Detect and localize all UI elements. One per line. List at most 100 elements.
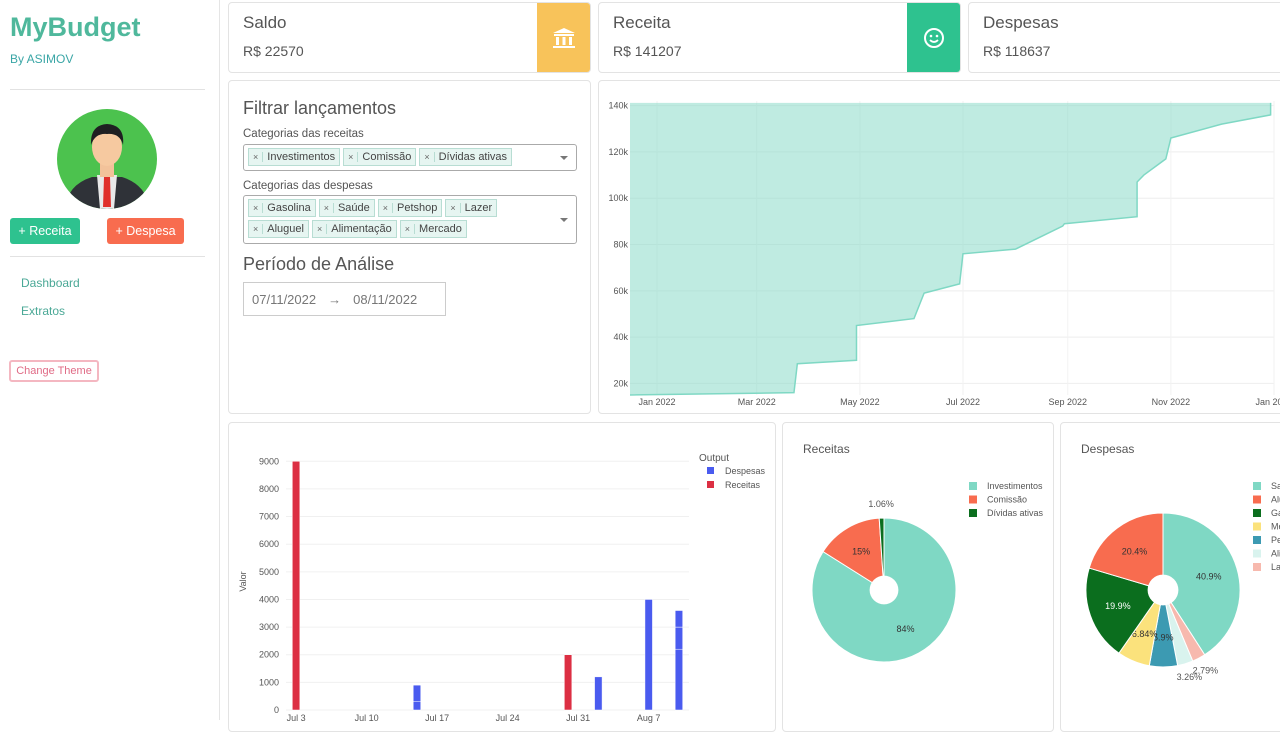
remove-chip-icon[interactable]: × [313, 224, 328, 234]
chip-investimentos: × Investimentos [248, 148, 341, 166]
divider [10, 89, 205, 90]
slice-label: 2.79% [1193, 666, 1219, 676]
filter-title: Filtrar lançamentos [243, 98, 397, 118]
chip-dívidas ativas: × Dívidas ativas [419, 148, 513, 166]
y-tick-label: 3000 [259, 622, 279, 632]
y-tick-label: 20k [613, 378, 628, 388]
chip-petshop: × Petshop [377, 199, 443, 217]
x-tick-label: Jan 2022 [639, 397, 676, 407]
despesas-label: Categorias das despesas [243, 180, 373, 192]
chip-label: Lazer [464, 202, 493, 214]
remove-chip-icon[interactable]: × [249, 224, 264, 234]
y-tick-label: 140k [608, 101, 628, 111]
chip-label: Petshop [397, 202, 438, 214]
y-tick-label: 40k [613, 332, 628, 342]
slice-label: 84% [897, 624, 915, 634]
legend-swatch [1253, 522, 1261, 531]
legend-swatch [707, 467, 714, 474]
x-tick-label: Mar 2022 [738, 397, 776, 407]
bar-despesas [674, 626, 683, 650]
smile-icon [907, 3, 960, 72]
period-title: Período de Análise [243, 254, 395, 274]
slice-label: 6.84% [1132, 629, 1158, 639]
remove-chip-icon[interactable]: × [446, 203, 461, 213]
chip-label: Comissão [362, 151, 412, 163]
despesas-multiselect[interactable]: × Gasolina × Saúde × Petshop × Lazer × Aluguel × Al… [243, 195, 577, 244]
remove-chip-icon[interactable]: × [420, 152, 435, 162]
legend-swatch [1253, 482, 1261, 490]
legend-label: Petshop [1271, 535, 1280, 545]
chevron-down-icon[interactable] [560, 217, 568, 222]
slice-label: 19.9% [1105, 601, 1131, 611]
legend-swatch [1253, 495, 1261, 504]
bar-despesas [674, 610, 683, 628]
card-title: Despesas [983, 13, 1059, 32]
remove-chip-icon[interactable]: × [320, 203, 334, 213]
pie-hole [869, 575, 899, 605]
date-range-picker[interactable]: 07/11/2022 → 08/11/2022 [243, 282, 446, 316]
despesas-pie-card: Despesas 40.9% 2.79% 3.26% 5.9% 6.84% 19.9% 20.… [1060, 422, 1280, 732]
legend-label: Comissão [987, 495, 1027, 505]
y-tick-label: 7000 [259, 512, 279, 522]
divider [10, 256, 205, 257]
bank-icon [537, 3, 590, 72]
y-tick-label: 1000 [259, 677, 279, 687]
remove-chip-icon[interactable]: × [379, 203, 394, 213]
bar-despesas [594, 676, 603, 711]
chevron-down-icon[interactable] [560, 155, 568, 160]
legend-label: Aluguel [1271, 495, 1280, 505]
add-despesa-button[interactable]: + Despesa [107, 218, 184, 244]
legend-swatch [1253, 536, 1261, 544]
remove-chip-icon[interactable]: × [344, 152, 359, 162]
y-tick-label: 100k [608, 193, 628, 203]
y-tick-label: 4000 [259, 594, 279, 604]
card-value: R$ 141207 [613, 43, 682, 59]
chip-label: Aluguel [267, 223, 304, 235]
y-tick-label: 120k [608, 147, 628, 157]
legend-swatch [969, 482, 977, 490]
pie-slice [1088, 512, 1164, 591]
pie-slice [822, 517, 885, 591]
legend-label: Lazer [1271, 562, 1280, 572]
avatar [57, 109, 157, 209]
bar-despesas [412, 684, 421, 702]
end-date-input[interactable]: 08/11/2022 [353, 291, 418, 307]
slice-label: 40.9% [1196, 572, 1222, 582]
add-receita-button[interactable]: + Receita [10, 218, 80, 244]
y-tick-label: 5000 [259, 567, 279, 577]
brand-byline: By ASIMOV [10, 52, 74, 66]
x-tick-label: Jul 31 [566, 713, 590, 723]
bar-chart-card: 0 1000 2000 3000 4000 5000 6000 7000 8000 9000 Jul… [228, 422, 776, 732]
remove-chip-icon[interactable]: × [249, 203, 264, 213]
legend-label: Dívidas ativas [987, 508, 1044, 518]
change-theme-button[interactable]: Change Theme [9, 360, 99, 382]
chip-label: Dívidas ativas [438, 151, 508, 163]
area-line [629, 102, 1272, 396]
pie-hole [1147, 574, 1179, 606]
x-tick-label: Jul 10 [355, 713, 379, 723]
receitas-label: Categorias das receitas [243, 128, 364, 140]
x-tick-label: Jul 24 [496, 713, 520, 723]
y-tick-label: 9000 [259, 456, 279, 466]
nav-extratos[interactable]: Extratos [21, 304, 66, 318]
slice-label: 20.4% [1122, 547, 1148, 557]
receitas-multiselect[interactable]: × Investimentos × Comissão × Dívidas ativas [243, 144, 577, 171]
chip-comissão: × Comissão [343, 148, 417, 166]
chip-alimentação: × Alimentação [311, 220, 397, 238]
chip-label: Gasolina [267, 202, 311, 214]
remove-chip-icon[interactable]: × [401, 224, 416, 234]
start-date-input[interactable]: 07/11/2022 [252, 291, 317, 307]
pie-slice [878, 517, 885, 591]
x-tick-label: Jul 2022 [946, 397, 980, 407]
legend-label: Receitas [725, 480, 761, 490]
nav-dashboard[interactable]: Dashboard [21, 276, 80, 290]
card-value: R$ 118637 [983, 43, 1051, 59]
chart-title: Receitas [803, 442, 850, 456]
area-chart: 20k 40k 60k 80k 100k 120k 140k Jan 2022 Mar 2022… [608, 101, 1280, 407]
remove-chip-icon[interactable]: × [249, 152, 264, 162]
brand-title: MyBudget [10, 12, 141, 42]
y-tick-label: 60k [613, 286, 628, 296]
legend-swatch [1253, 563, 1261, 571]
receitas-pie-card: Receitas 84% 15% 1.06% Investimentos Comissão… [782, 422, 1054, 732]
legend-label: Alimentação [1271, 549, 1280, 559]
